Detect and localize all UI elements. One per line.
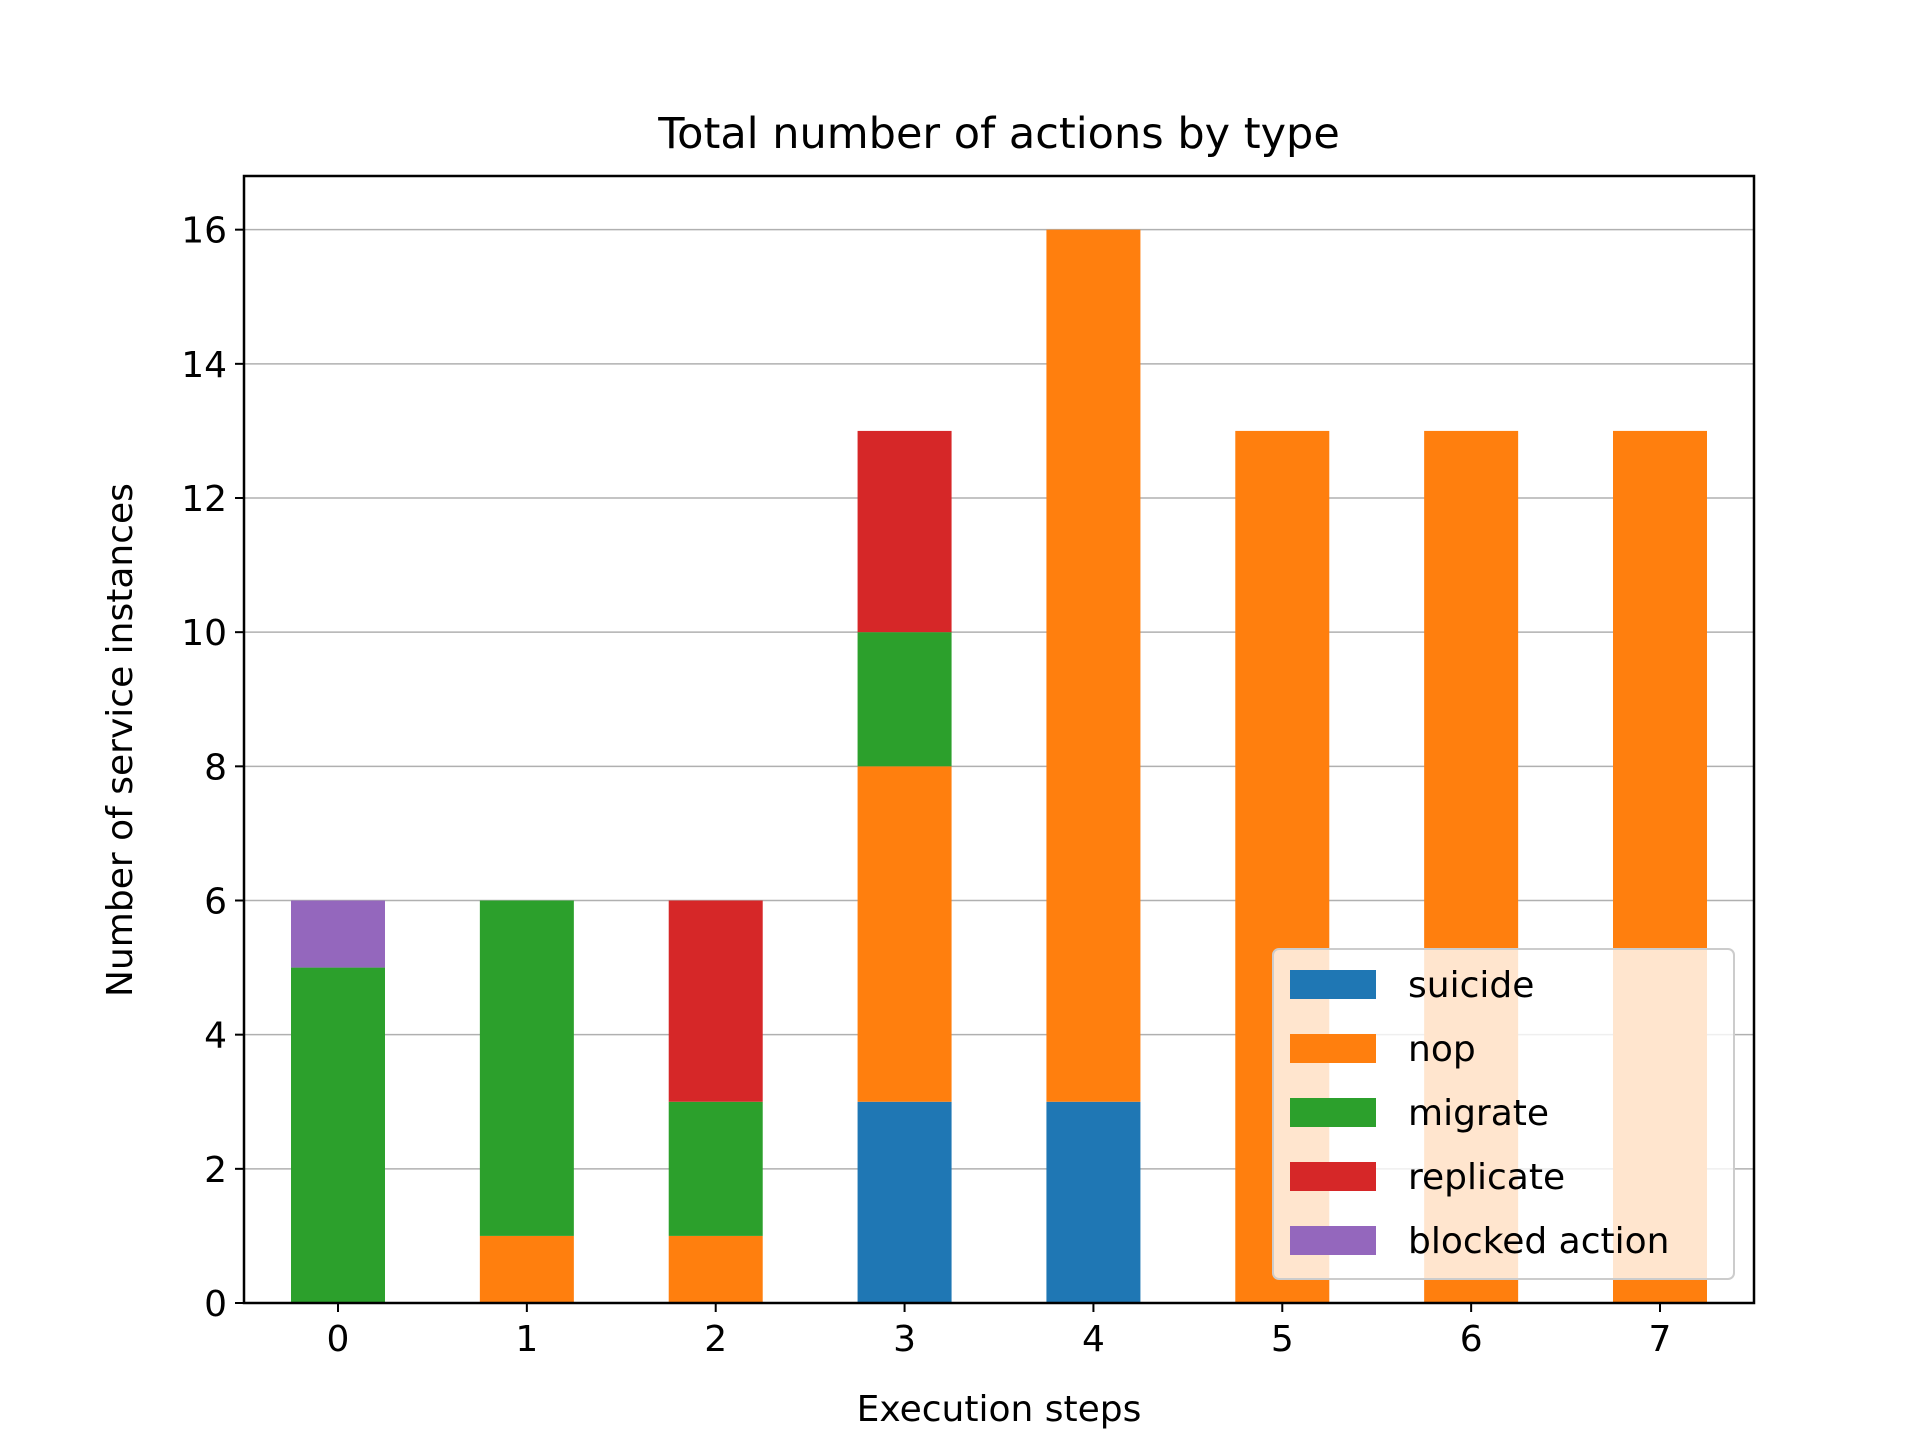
y-tick-label: 12 [181,479,227,520]
legend-frame [1272,948,1735,1280]
bar-segment-nop [1046,229,1141,1102]
y-tick-label: 4 [204,1016,227,1057]
legend-swatch [1290,1226,1376,1255]
legend-swatch [1290,1162,1376,1191]
legend-swatch [1290,1098,1376,1127]
x-tick-label: 3 [893,1319,916,1360]
legend-label: migrate [1408,1093,1549,1134]
y-tick-label: 14 [181,345,227,386]
bar-segment-migrate [668,1101,763,1236]
bar-segment-migrate [291,967,385,1303]
x-axis-label: Execution steps [857,1389,1142,1430]
y-tick-label: 0 [204,1284,227,1325]
chart-title: Total number of actions by type [657,109,1340,159]
bar-segment-replicate [857,430,952,633]
x-tick-label: 7 [1649,1319,1672,1360]
y-tick-label: 8 [204,747,227,788]
y-axis-label: Number of service instances [100,483,141,997]
legend-swatch [1290,1034,1376,1063]
legend-label: suicide [1408,965,1534,1006]
legend-label: replicate [1408,1157,1565,1198]
x-tick-label: 2 [704,1319,727,1360]
y-tick-label: 16 [181,211,227,252]
bar-segment-migrate [857,632,952,767]
x-axis-ticks: 0 1 2 3 4 5 6 7 [327,1303,1672,1360]
bar-segment-blocked-action [291,900,385,968]
bar-segment-nop [857,766,952,1102]
bar-segment-nop [668,1235,763,1303]
x-tick-label: 0 [327,1319,350,1360]
plot-frame [242,174,1756,1305]
x-tick-label: 6 [1460,1319,1483,1360]
legend-label: nop [1408,1029,1476,1070]
y-axis-ticks: 0 2 4 6 8 10 12 14 16 [181,211,244,1325]
bar-segment-suicide [857,1101,952,1303]
y-tick-label: 2 [204,1150,227,1191]
bar-segment-suicide [1046,1101,1141,1303]
y-tick-label: 10 [181,613,227,654]
bar-segment-replicate [668,900,763,1102]
y-tick-label: 6 [204,882,227,923]
x-tick-label: 5 [1271,1319,1294,1360]
legend-swatch [1290,970,1376,999]
x-tick-label: 4 [1082,1319,1105,1360]
bars [291,229,1707,1304]
bar-segment-migrate [479,900,574,1236]
legend-label: blocked action [1408,1221,1670,1262]
bar-segment-nop [479,1235,574,1303]
legend: suicide nop migrate replicate blocked action [1272,948,1735,1280]
x-tick-label: 1 [515,1319,538,1360]
